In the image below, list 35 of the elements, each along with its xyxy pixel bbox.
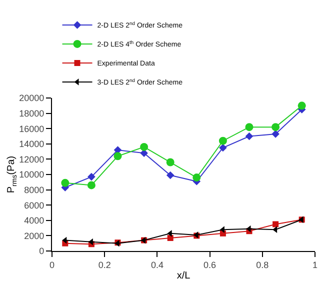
- y-tick-label: 16000: [19, 124, 44, 134]
- point: [218, 136, 227, 145]
- point: [140, 142, 148, 151]
- x-tick-label: 0.2: [98, 260, 111, 270]
- x-tick-label: 0.6: [204, 260, 216, 270]
- y-tick-label: 20000: [19, 93, 44, 104]
- point: [192, 174, 201, 182]
- y-tick-label: 8000: [24, 184, 44, 195]
- y-tick-label: 4000: [24, 216, 44, 226]
- point: [272, 123, 280, 132]
- y-tick-label: 18000: [19, 108, 44, 118]
- point: [272, 130, 280, 138]
- x-tick-label: 1: [312, 260, 318, 270]
- point: [219, 144, 227, 152]
- point: [61, 178, 70, 187]
- x-axis-title: x/L: [176, 270, 191, 282]
- point: [114, 152, 122, 160]
- point: [166, 158, 174, 166]
- point: [88, 172, 96, 181]
- x-tick-label: 0: [49, 260, 55, 270]
- y-tick-label: 10000: [19, 170, 44, 180]
- y-tick-label: 6000: [24, 200, 44, 210]
- x-tick-label: 0.8: [256, 260, 269, 270]
- x-tick-label: 0.4: [150, 260, 164, 270]
- point: [245, 132, 254, 140]
- y-tick-label: 2000: [24, 230, 44, 241]
- point: [272, 221, 279, 228]
- point: [167, 235, 174, 241]
- point: [298, 102, 306, 110]
- point: [87, 181, 96, 190]
- y-tick-label: 14000: [19, 139, 44, 150]
- point: [245, 123, 254, 132]
- y-tick-label: 12000: [19, 154, 44, 164]
- point: [166, 171, 174, 180]
- y-tick-label: 0: [39, 246, 44, 256]
